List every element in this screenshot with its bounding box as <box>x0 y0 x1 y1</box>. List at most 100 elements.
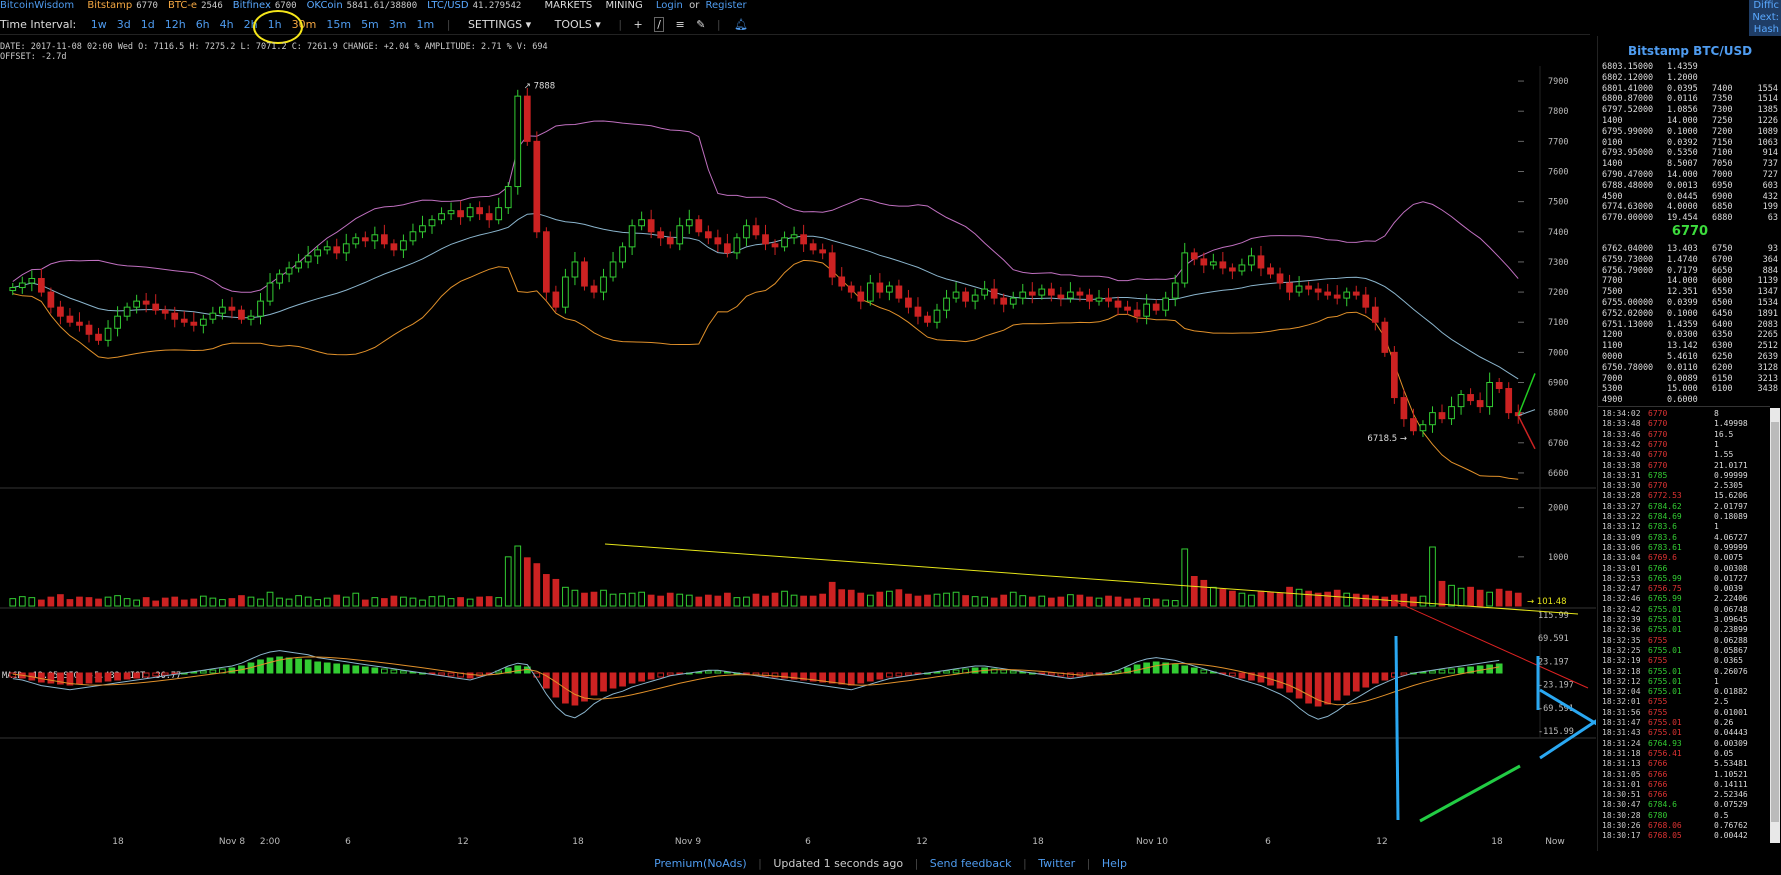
trade-amount: 0.18089 <box>1714 512 1748 521</box>
trade-amount: 0.14111 <box>1714 779 1748 789</box>
bid-row: 7700 14.000 6600 1139 <box>1602 276 1778 287</box>
x-tick-label: 6 <box>345 837 351 847</box>
ob-amount: 1.4359 <box>1667 62 1698 72</box>
trade-time: 18:32:25 <box>1602 645 1641 655</box>
candle-body <box>85 324 93 335</box>
ob-price: 6762.04000 <box>1602 244 1654 254</box>
twitter-link[interactable]: Twitter <box>1038 857 1076 870</box>
candle-body <box>1476 400 1484 408</box>
trade-amount: 0.26 <box>1714 718 1734 727</box>
register-link[interactable]: Register <box>705 0 747 11</box>
trade-row: 18:33:40 6770 1.55 <box>1602 450 1770 460</box>
volume-bar <box>333 594 341 607</box>
annotation-trend-green <box>1419 764 1521 823</box>
macd-hist-bar <box>600 672 607 692</box>
ob-amount: 1.4359 <box>1667 319 1698 330</box>
interval-3m[interactable]: 3m <box>388 18 407 31</box>
macd-hist-bar <box>819 672 827 683</box>
help-link[interactable]: Help <box>1101 857 1127 870</box>
candle-body <box>1067 291 1074 299</box>
price-chart[interactable]: 6600 6700 6800 6900 7000 7100 7200 7300 7400 7500… <box>0 36 1596 851</box>
trade-row: 18:32:39 6755.01 3.09645 <box>1602 615 1770 625</box>
interval-1m[interactable]: 1m <box>416 18 435 31</box>
pen-tool-icon[interactable]: ✎ <box>696 18 706 31</box>
trades-scrollbar[interactable] <box>1770 408 1780 843</box>
ticker-name[interactable]: BTC-e <box>167 0 198 11</box>
ob-price: 1400 <box>1602 159 1623 170</box>
volume-bar <box>228 598 236 607</box>
macd-hist-bar <box>66 672 74 686</box>
macd-tick-label: -23.197 <box>1538 681 1574 691</box>
macd-hist-bar <box>1324 672 1332 705</box>
candle-body <box>209 312 217 320</box>
macd-hist-bar <box>1362 672 1370 688</box>
tools-menu[interactable]: TOOLS ▾ <box>555 18 601 31</box>
candle-body <box>1162 297 1170 311</box>
trades-list: 18:34:02 6770 8 18:33:48 6770 1.49998 18:33:46… <box>1598 406 1770 847</box>
candle-body <box>657 231 665 239</box>
ob-sum: 2639 <box>1757 352 1778 362</box>
interval-4h[interactable]: 4h <box>219 18 234 31</box>
premium-link[interactable]: Premium(NoAds) <box>654 857 747 870</box>
trade-row: 18:30:47 6784.6 0.07529 <box>1602 800 1770 810</box>
trade-time: 18:30:26 <box>1602 821 1641 830</box>
orderbook-title: Bitstamp BTC/USD <box>1627 44 1753 58</box>
candle-body <box>743 225 750 239</box>
ticker-name[interactable]: Bitfinex <box>232 0 271 11</box>
interval-6h[interactable]: 6h <box>195 18 210 31</box>
macd-hist-bar <box>342 664 350 674</box>
macd-hist-bar <box>590 672 598 696</box>
candle-body <box>457 210 464 218</box>
macd-hist-bar <box>1124 667 1131 674</box>
interval-3d[interactable]: 3d <box>116 18 131 31</box>
ob-sum: 727 <box>1762 170 1778 180</box>
interval-1w[interactable]: 1w <box>90 18 107 31</box>
candle-body <box>228 306 236 311</box>
x-tick-label: Nov 8 <box>219 837 245 847</box>
brand-link[interactable]: BitcoinWisdom <box>0 0 75 11</box>
candle-body <box>1038 288 1046 296</box>
trade-row: 18:31:18 6756.41 0.05 <box>1602 749 1770 759</box>
candle-body <box>590 285 598 293</box>
feedback-link[interactable]: Send feedback <box>929 857 1012 870</box>
login-link[interactable]: Login <box>655 0 683 11</box>
interval-12h[interactable]: 12h <box>164 18 186 31</box>
candle-body <box>628 225 636 248</box>
interval-1d[interactable]: 1d <box>140 18 155 31</box>
candle-body <box>276 273 283 284</box>
ask-row: 6788.48000 0.0013 6950 603 <box>1602 181 1778 192</box>
crosshair-tool-icon[interactable]: + <box>633 18 643 31</box>
difficulty-link[interactable]: Diffic <box>1753 0 1779 11</box>
interval-5m[interactable]: 5m <box>361 18 379 31</box>
settings-menu[interactable]: SETTINGS ▾ <box>468 18 531 31</box>
ob-sum-price: 6650 <box>1712 265 1733 276</box>
volume-bar <box>142 597 150 607</box>
trade-amount: 0.99999 <box>1714 542 1748 552</box>
trade-time: 18:33:27 <box>1602 501 1641 511</box>
volume-bar <box>1248 594 1255 607</box>
candle-body <box>990 288 998 299</box>
fib-tool-icon[interactable]: ≡ <box>675 18 685 31</box>
trade-price: 6783.6 <box>1648 532 1677 542</box>
volume-bar <box>581 592 588 607</box>
mining-menu[interactable]: MINING <box>605 0 643 11</box>
candle-body <box>1333 294 1341 299</box>
markets-menu[interactable]: MARKETS <box>544 0 593 11</box>
ticker-name[interactable]: LTC/USD <box>427 0 469 11</box>
macd-hist-bar <box>581 672 588 702</box>
ticker-name[interactable]: OKCoin <box>306 0 343 11</box>
ob-sum: 1534 <box>1757 298 1778 308</box>
interval-15m[interactable]: 15m <box>326 18 352 31</box>
candle-body <box>180 318 188 323</box>
candle-body <box>1429 412 1436 426</box>
alert-bell-icon[interactable]: 🔔︎ <box>734 18 749 31</box>
volume-bar <box>704 594 712 607</box>
scrollbar-thumb[interactable] <box>1771 422 1779 822</box>
volume-bar <box>1038 595 1046 607</box>
hash-link[interactable]: Hash <box>1753 24 1779 35</box>
next-link[interactable]: Next: <box>1752 12 1779 23</box>
ticker-name[interactable]: Bitstamp <box>87 0 133 11</box>
line-tool-icon[interactable]: / <box>654 17 664 32</box>
volume-bar <box>247 596 255 607</box>
volume-bar <box>1429 546 1436 607</box>
